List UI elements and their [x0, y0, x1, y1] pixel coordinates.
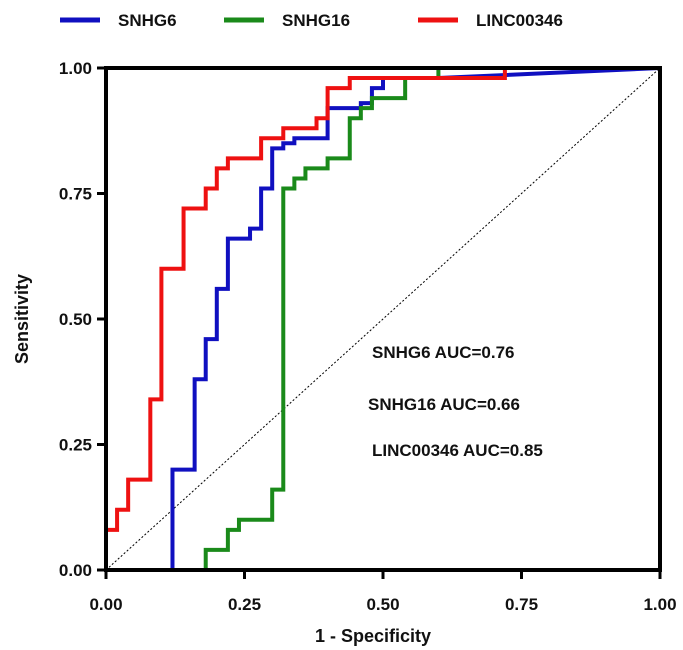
x-tick-label: 0.75	[505, 595, 538, 614]
series-line-snhg16	[106, 66, 660, 572]
y-tick-label: 0.25	[59, 436, 92, 455]
legend-label-snhg6: SNHG6	[118, 11, 177, 30]
x-tick-label: 0.00	[89, 595, 122, 614]
y-tick-label: 0.75	[59, 185, 92, 204]
auc-annotation: SNHG16 AUC=0.66	[368, 395, 520, 414]
x-axis-title: 1 - Specificity	[315, 626, 431, 646]
y-tick-label: 0.50	[59, 310, 92, 329]
x-tick-label: 0.50	[366, 595, 399, 614]
legend-label-linc00346: LINC00346	[476, 11, 563, 30]
series-line-linc00346	[104, 66, 660, 570]
y-tick-label: 1.00	[59, 59, 92, 78]
auc-annotation: LINC00346 AUC=0.85	[372, 441, 543, 460]
legend-label-snhg16: SNHG16	[282, 11, 350, 30]
auc-annotation: SNHG6 AUC=0.76	[372, 343, 515, 362]
y-axis-title: Sensitivity	[12, 274, 32, 364]
y-tick-label: 0.00	[59, 561, 92, 580]
x-tick-label: 0.25	[228, 595, 261, 614]
x-tick-label: 1.00	[643, 595, 676, 614]
reference-diagonal	[105, 67, 661, 571]
